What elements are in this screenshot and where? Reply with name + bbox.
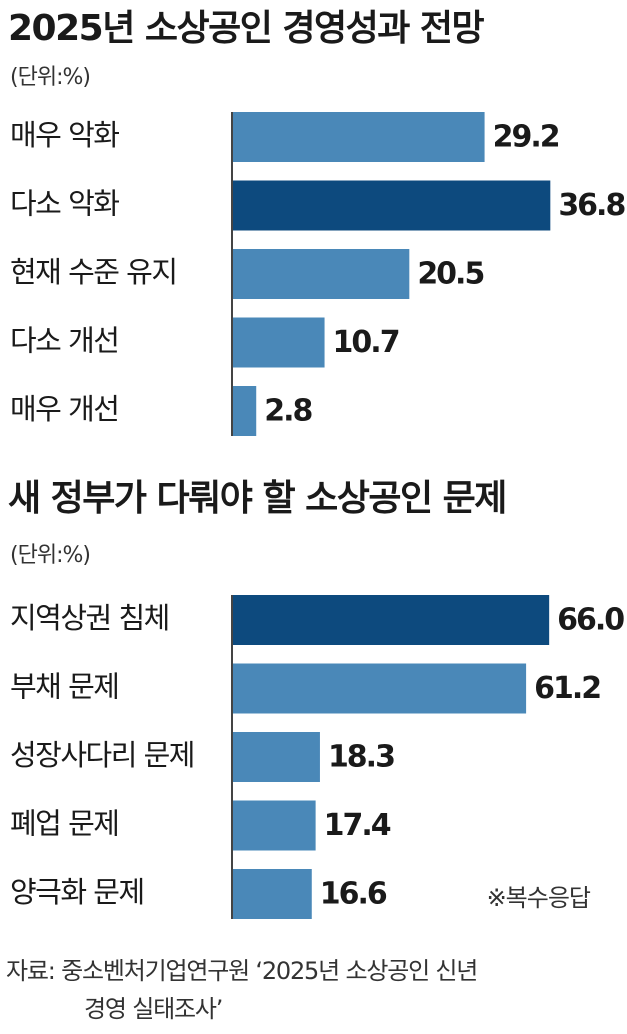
- value-label: 18.3: [328, 740, 394, 775]
- bar: [232, 386, 257, 436]
- value-label: 29.2: [493, 120, 559, 155]
- value-label: 16.6: [320, 877, 387, 912]
- unit-label: (단위:%): [10, 65, 90, 90]
- category-label: 양극화 문제: [10, 875, 144, 909]
- bar: [232, 249, 410, 299]
- bar: [232, 595, 550, 645]
- category-label: 매우 악화: [10, 118, 119, 152]
- category-label: 폐업 문제: [10, 807, 118, 841]
- chart-title: 새 정부가 다뤄야 할 소상공인 문제: [8, 478, 506, 519]
- source: 경영 실태조사’: [84, 995, 222, 1023]
- bar: [232, 112, 485, 162]
- category-label: 다소 개선: [10, 324, 118, 358]
- bar: [232, 869, 312, 919]
- bar: [232, 180, 551, 231]
- unit-label: (단위:%): [10, 543, 90, 568]
- chart-title: 2025년 소상공인 경영성과 전망: [8, 8, 484, 49]
- bar: [232, 317, 325, 368]
- bar: [232, 663, 527, 714]
- value-label: 2.8: [264, 394, 312, 429]
- value-label: 20.5: [417, 257, 483, 292]
- category-label: 부채 문제: [10, 670, 118, 704]
- value-label: 17.4: [324, 808, 391, 843]
- note: ※복수응답: [487, 884, 591, 912]
- bar: [232, 732, 320, 782]
- source: 자료: 중소벤처기업연구원 ‘2025년 소상공인 신년: [6, 957, 477, 985]
- value-label: 61.2: [534, 671, 600, 706]
- value-label: 66.0: [557, 603, 624, 638]
- category-label: 현재 수준 유지: [10, 255, 177, 289]
- category-label: 지역상권 침체: [10, 601, 169, 635]
- bar: [232, 800, 316, 851]
- category-label: 다소 악화: [10, 187, 119, 221]
- category-label: 매우 개선: [10, 392, 118, 426]
- category-label: 성장사다리 문제: [10, 738, 194, 772]
- value-label: 10.7: [333, 325, 399, 360]
- value-label: 36.8: [558, 188, 625, 223]
